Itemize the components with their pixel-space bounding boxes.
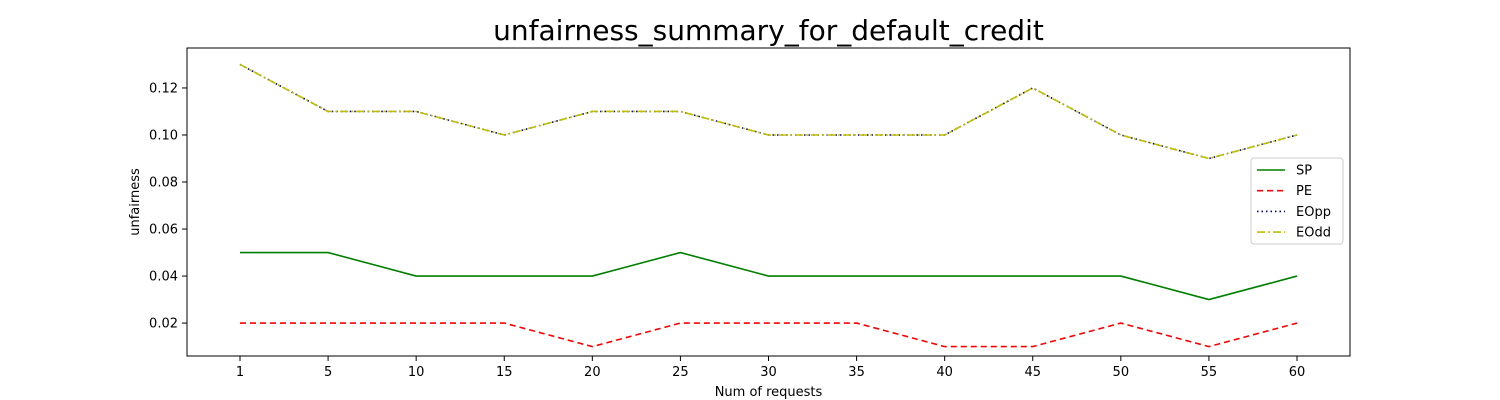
y-tick-label: 0.10 [149,128,178,143]
y-tick-label: 0.06 [149,223,178,238]
x-tick-label: 5 [324,365,332,380]
x-tick-label: 55 [1201,365,1218,380]
y-tick-label: 0.02 [149,317,178,332]
legend-label-eopp: EOpp [1296,205,1331,220]
legend-label-eodd: EOdd [1296,226,1331,241]
x-tick-label: 15 [496,365,513,380]
series-line-sp [240,251,1298,301]
series-line-eodd [239,63,1298,160]
plot-area: 1 5 10 15 20 25 30 35 40 45 50 55 600.020.040.060.08… [149,47,1351,380]
x-tick-label: 20 [584,365,601,380]
chart-title: unfairness_summary_for_default_credit [493,14,1044,47]
x-tick-label: 10 [408,365,425,380]
x-tick-label: 60 [1289,365,1306,380]
y-tick-label: 0.12 [149,81,178,96]
y-tick-label: 0.04 [149,270,178,285]
x-tick-label: 35 [848,365,865,380]
plot-frame [186,47,1351,357]
legend-label-sp: SP [1296,164,1312,179]
series-line-pe [240,322,1298,348]
legend: SP PE EOpp EOdd [1250,157,1344,245]
x-tick-label: 1 [236,365,244,380]
series-line-eopp [239,63,1298,160]
y-tick-label: 0.08 [149,176,178,191]
x-tick-label: 30 [760,365,777,380]
x-axis-title: Num of requests [715,385,823,400]
x-tick-label: 45 [1024,365,1041,380]
x-tick-label: 50 [1113,365,1130,380]
y-axis-title: unfairness [128,168,143,236]
legend-box [1250,157,1344,245]
x-tick-label: 40 [936,365,953,380]
x-tick-label: 25 [672,365,689,380]
legend-label-pe: PE [1296,184,1312,199]
